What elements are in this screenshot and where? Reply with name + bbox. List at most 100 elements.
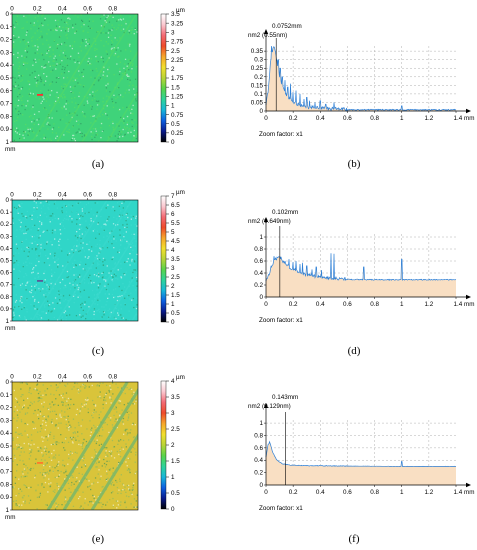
y-tick-label: 0.35 [251,48,264,55]
x-tick-label: 0 [10,192,14,199]
colorbar-tick-label: 1.75 [171,75,184,82]
y-tick-label: 0 [259,108,263,115]
x-tick-label: 1.2 [424,489,433,496]
caption: (c) [92,345,105,357]
y-tick-label: 0.2 [254,470,263,477]
heatmap-e: 0 0.2 0.4 0.6 0.8 0 0.1 0.2 0.3 0.4 0.5 0.6 0.7 0.8 0.… [0,374,185,546]
y-axis-arrow [263,403,269,408]
x-tick-label: 0 [10,374,14,381]
heatmap-field [12,14,138,142]
colorbar-tick-label: 1.5 [171,292,180,299]
y-tick-label: 1 [5,139,9,146]
y-tick-label: 0 [5,197,9,204]
y-tick-label: 0 [5,379,9,386]
colorbar-tick-label: 4 [171,378,175,385]
defect-spot [37,94,43,96]
x-tick-label: 0.4 [316,489,325,496]
x-tick-label: 1.4 mm [454,301,475,308]
colorbar-tick-label: 6.5 [171,202,180,209]
y-tick-label: 0.7 [0,282,9,289]
y-tick-label: 0.6 [0,270,9,277]
colorbar-tick-label: 1.25 [171,93,184,100]
colorbar-tick-label: 2.75 [171,39,184,46]
colorbar-tick-label: 3 [171,29,175,36]
defect-spot [37,280,43,282]
colorbar-tick-label: 3 [171,265,175,272]
caption: (a) [92,158,105,170]
x-tick-label: 1 [400,301,404,308]
heatmap-c: 0 0.2 0.4 0.6 0.8 0 0.1 0.2 0.3 0.4 0.5 0.6 0.7 0.8 0.… [0,189,185,357]
x-tick-label: 0 [10,6,14,13]
heatmap-a: 0 0.2 0.4 0.6 0.8 0 0.1 0.2 0.3 0.4 0.5 0.6 0.7 0.8 0.… [0,6,185,171]
y-tick-label: 0.2 [0,221,9,228]
colorbar-tick-label: 0.5 [171,310,180,317]
x-tick-label: 0.4 [58,192,67,199]
y-axis-arrow [263,29,269,34]
x-tick-label: 0.4 [316,115,325,122]
y-tick-label: 0.8 [0,294,9,301]
y-tick-label: 0.6 [0,456,9,463]
colorbar-tick-label: 1 [171,474,175,481]
x-tick-label: 0.8 [370,489,379,496]
x-tick-label: 0.4 [316,301,325,308]
line-chart-b: 0.0752mm nm2 (0.55nm) 0 0.2 0.4 0.6 0.8 1 1.2 1.4… [248,23,475,170]
colorbar-tick-label: 0 [171,506,175,513]
x-tick-label: 0.4 [58,374,67,381]
colorbar-unit: µm [176,7,185,14]
defect-spot [37,462,43,464]
x-tick-label: 1.2 [424,301,433,308]
x-tick-label: 0.2 [289,301,298,308]
colorbar-tick-label: 4 [171,247,175,254]
y-tick-label: 0 [259,482,263,489]
value-label: nm2 (0.129nm) [248,403,291,410]
x-tick-label: 1.2 [424,115,433,122]
value-label: nm2 (0.649nm) [248,218,291,225]
line-chart-f: 0.143mm nm2 (0.129nm) 0 0.2 0.4 0.6 0.8 1 1.2 1.4… [248,394,475,545]
y-tick-label: 0.3 [0,49,9,56]
y-tick-label: 0.2 [254,282,263,289]
x-tick-label: 0.8 [108,6,117,13]
y-tick-label: 1 [259,234,263,241]
colorbar-tick-label: 0 [171,139,175,146]
y-tick-label: 0.6 [0,88,9,95]
colorbar [160,13,167,143]
colorbar-tick-label: 2.5 [171,48,180,55]
x-tick-label: 0.2 [289,489,298,496]
zoom-label: Zoom factor: x1 [259,317,303,324]
y-tick-label: 0.25 [251,65,264,72]
colorbar-tick-label: 0.5 [171,121,180,128]
y-tick-label: 0.3 [0,233,9,240]
x-tick-label: 0.6 [83,6,92,13]
x-tick-label: 0.8 [370,301,379,308]
axis-unit: mm [5,514,16,521]
y-tick-label: 1 [5,507,9,514]
y-tick-label: 0.2 [0,37,9,44]
y-tick-label: 0.15 [251,82,264,89]
y-tick-label: 0.7 [0,469,9,476]
colorbar-tick-label: 2.5 [171,426,180,433]
axis-unit: mm [5,325,16,332]
x-tick-label: 1.4 mm [454,115,475,122]
y-tick-label: 0.8 [0,481,9,488]
y-tick-label: 0.1 [0,209,9,216]
x-tick-label: 0.6 [343,115,352,122]
caption: (f) [349,533,360,545]
y-tick-label: 0.8 [0,113,9,120]
y-tick-label: 0.9 [0,494,9,501]
x-tick-label: 0.6 [343,489,352,496]
y-tick-label: 1 [5,318,9,325]
x-tick-label: 0 [264,115,268,122]
y-tick-label: 0.1 [0,392,9,399]
x-tick-label: 0.2 [33,6,42,13]
heatmap-stripes [46,382,138,510]
x-tick-label: 1 [400,115,404,122]
y-tick-label: 0.1 [0,24,9,31]
x-tick-label: 0.4 [58,6,67,13]
y-tick-label: 0.4 [254,270,263,277]
heatmap-stripes [31,14,138,142]
y-tick-label: 0.2 [254,74,263,81]
colorbar-tick-label: 0.25 [171,130,184,137]
x-tick-label: 1 [400,489,404,496]
y-tick-label: 0.5 [0,75,9,82]
colorbar-tick-label: 1.5 [171,458,180,465]
